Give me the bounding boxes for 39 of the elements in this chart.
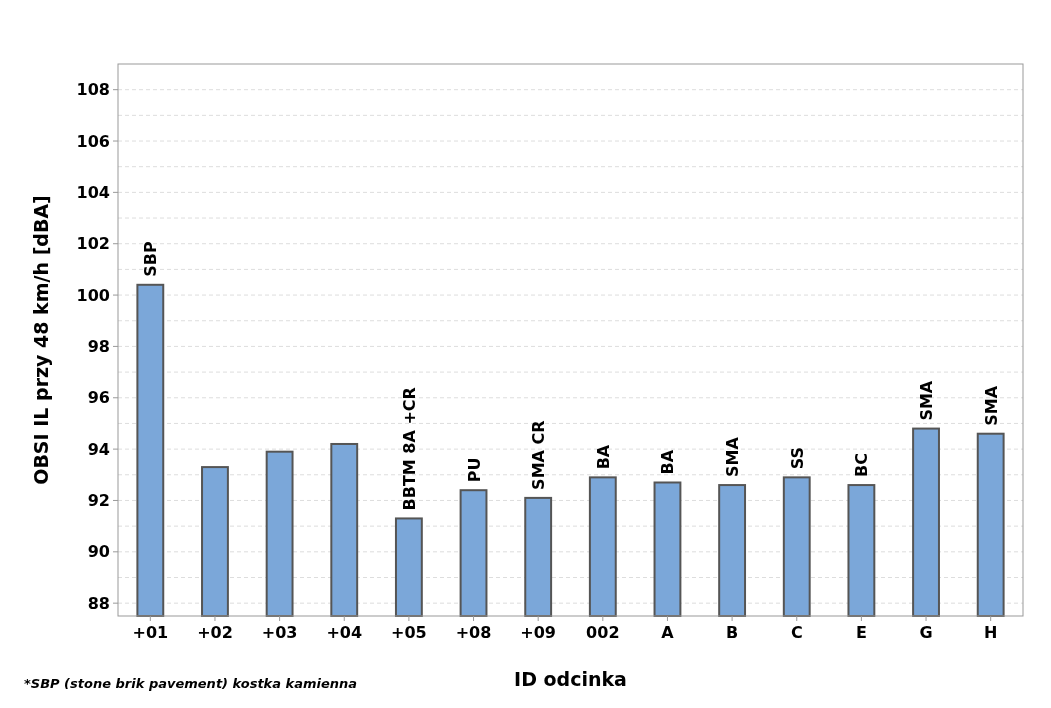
x-tick-label: +03 bbox=[261, 623, 298, 642]
x-tick-label: C bbox=[790, 623, 803, 642]
y-tick-label: 92 bbox=[87, 491, 110, 511]
annotation: SMA bbox=[917, 380, 937, 421]
annotation: BBTM 8A +CR bbox=[399, 387, 419, 511]
annotation: PU bbox=[464, 457, 484, 483]
x-tick-label: +08 bbox=[455, 623, 492, 642]
annotation: BA bbox=[593, 444, 613, 470]
x-tick-label: B bbox=[726, 623, 739, 642]
x-tick-label: A bbox=[661, 623, 675, 642]
annotation: SMA bbox=[981, 385, 1001, 426]
annotation: SMA CR bbox=[529, 420, 549, 490]
y-axis-title: OBSI IL przy 48 km/h [dBA] bbox=[30, 195, 52, 485]
x-tick-label: 002 bbox=[586, 623, 620, 642]
y-tick-label: 104 bbox=[76, 182, 110, 202]
y-tick-label: 106 bbox=[76, 131, 110, 151]
x-tick-label: H bbox=[983, 623, 998, 642]
annotation: SMA bbox=[723, 436, 743, 478]
y-tick-label: 100 bbox=[76, 285, 110, 305]
y-tick-label: 98 bbox=[87, 337, 110, 357]
x-tick-label: +01 bbox=[132, 623, 169, 642]
x-tick-label: E bbox=[855, 623, 867, 642]
y-tick-label: 96 bbox=[87, 388, 110, 408]
y-tick-label: 108 bbox=[76, 80, 110, 100]
annotation: SBP bbox=[141, 241, 161, 277]
y-tick-label: 94 bbox=[87, 439, 110, 459]
annotation: BA bbox=[658, 449, 678, 475]
y-tick-label: 102 bbox=[76, 234, 110, 254]
annotation: BC bbox=[852, 453, 872, 478]
y-tick-label: 88 bbox=[87, 593, 110, 613]
x-tick-label: +02 bbox=[197, 623, 233, 642]
x-tick-label: G bbox=[919, 623, 933, 642]
x-axis-title: ID odcinka bbox=[514, 668, 627, 690]
x-tick-label: +05 bbox=[391, 623, 427, 642]
text: *SBP (stone brik pavement) kostka kamienna bbox=[24, 676, 358, 691]
x-tick-label: +04 bbox=[326, 623, 363, 642]
x-tick-label: +09 bbox=[520, 623, 557, 642]
y-tick-label: 90 bbox=[87, 542, 110, 562]
annotation: SS bbox=[787, 447, 807, 470]
